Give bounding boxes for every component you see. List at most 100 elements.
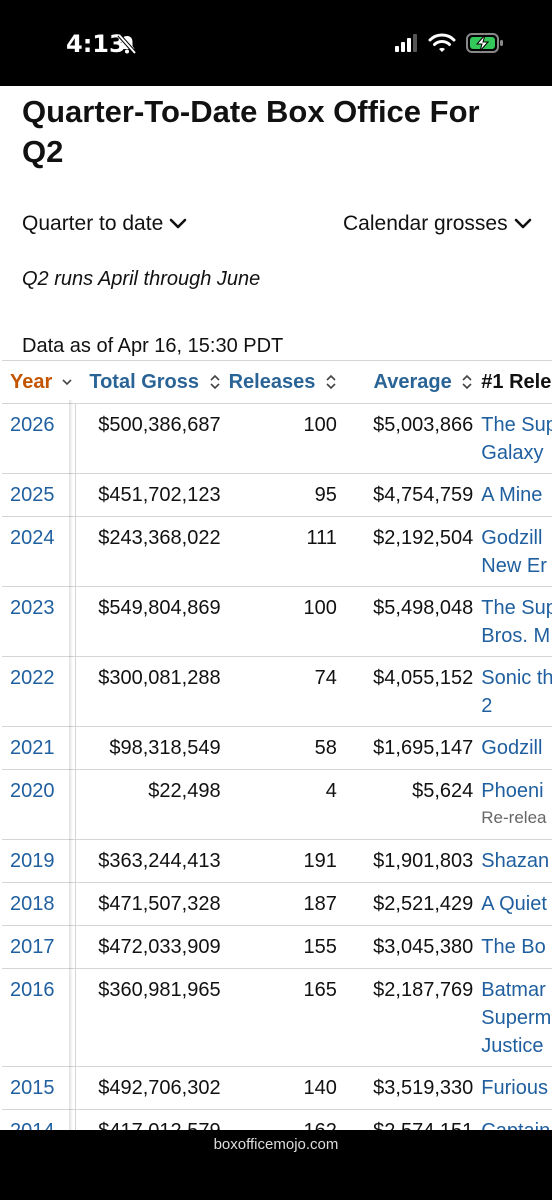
top-release-link[interactable]: The Sup Bros. M	[477, 586, 552, 657]
average-cell: $5,003,866	[340, 403, 478, 474]
releases-cell: 155	[224, 925, 341, 969]
top-release-link[interactable]: Furious	[477, 1066, 552, 1110]
releases-cell: 162	[224, 1109, 341, 1130]
chevron-down-icon	[169, 218, 187, 229]
year-cell[interactable]: 2014	[2, 1109, 76, 1130]
top-release-text: Galaxy	[481, 442, 544, 464]
total-gross-cell: $360,981,965	[75, 968, 225, 1067]
box-office-table: Year Total Gross Releases Average	[2, 360, 552, 1130]
year-header-label: Year	[10, 370, 53, 393]
table-row: 2021 $98,318,549 58 $1,695,147 Godzill	[2, 726, 552, 770]
releases-cell: 187	[224, 882, 341, 926]
table-row: 2025 $451,702,123 95 $4,754,759 A Mine	[2, 473, 552, 517]
top-release-link[interactable]: Phoeni Re-relea	[477, 769, 552, 840]
average-cell: $3,519,330	[340, 1066, 478, 1110]
top-release-link[interactable]: Captain	[477, 1109, 552, 1130]
quarter-note: Q2 runs April through June	[22, 268, 261, 290]
period-dropdown[interactable]: Quarter to date	[22, 212, 187, 236]
average-cell: $2,521,429	[340, 882, 478, 926]
top-release-text: Phoeni	[481, 780, 544, 802]
top-release-text: The Bo	[481, 936, 546, 958]
year-column-header[interactable]: Year	[2, 361, 76, 404]
top-release-text: Supermr	[481, 1007, 552, 1029]
top-release-column-header[interactable]: #1 Rele	[477, 361, 552, 404]
battery-charging-icon	[466, 33, 504, 58]
url-domain[interactable]: boxofficemojo.com	[213, 1136, 339, 1153]
year-cell[interactable]: 2026	[2, 403, 76, 474]
browser-bottom-bar	[0, 1130, 552, 1200]
year-cell[interactable]: 2015	[2, 1066, 76, 1110]
table-row: 2023 $549,804,869 100 $5,498,048 The Sup Bros…	[2, 586, 552, 657]
top-release-link[interactable]: Batmar Supermr Justice	[477, 968, 552, 1067]
releases-cell: 100	[224, 586, 341, 657]
average-cell: $2,187,769	[340, 968, 478, 1067]
table-row: 2022 $300,081,288 74 $4,055,152 Sonic th 2	[2, 656, 552, 727]
year-cell[interactable]: 2021	[2, 726, 76, 770]
top-release-link[interactable]: Godzill New Er	[477, 516, 552, 587]
average-cell: $2,192,504	[340, 516, 478, 587]
average-cell: $1,695,147	[340, 726, 478, 770]
total-gross-cell: $451,702,123	[75, 473, 225, 517]
total-gross-cell: $500,386,687	[75, 403, 225, 474]
releases-cell: 140	[224, 1066, 341, 1110]
top-release-link[interactable]: The Sup Galaxy	[477, 403, 552, 474]
table-row: 2015 $492,706,302 140 $3,519,330 Furious	[2, 1066, 552, 1110]
total-gross-cell: $98,318,549	[75, 726, 225, 770]
average-cell: $1,901,803	[340, 839, 478, 883]
releases-cell: 111	[224, 516, 341, 587]
table-row: 2019 $363,244,413 191 $1,901,803 Shazan	[2, 839, 552, 883]
grosses-dropdown-label: Calendar grosses	[343, 212, 508, 235]
status-time: 4:13	[66, 30, 126, 58]
total-gross-cell: $471,507,328	[75, 882, 225, 926]
top-release-link[interactable]: Godzill	[477, 726, 552, 770]
top-release-text: Batmar	[481, 979, 546, 1001]
year-cell[interactable]: 2020	[2, 769, 76, 840]
year-cell[interactable]: 2018	[2, 882, 76, 926]
sort-icon	[326, 375, 336, 390]
year-cell[interactable]: 2017	[2, 925, 76, 969]
table-body: 2026 $500,386,687 100 $5,003,866 The Sup Gala…	[2, 403, 552, 1130]
top-release-link[interactable]: Sonic th 2	[477, 656, 552, 727]
top-release-link[interactable]: The Bo	[477, 925, 552, 969]
top-release-text: Godzill	[481, 527, 543, 549]
releases-cell: 191	[224, 839, 341, 883]
releases-cell: 95	[224, 473, 341, 517]
top-release-link[interactable]: A Mine	[477, 473, 552, 517]
year-cell[interactable]: 2019	[2, 839, 76, 883]
total-gross-column-header[interactable]: Total Gross	[75, 361, 225, 404]
grosses-dropdown[interactable]: Calendar grosses	[343, 212, 532, 236]
average-column-header[interactable]: Average	[340, 361, 478, 404]
top-release-text: A Quiet	[481, 893, 547, 915]
data-as-of: Data as of Apr 16, 15:30 PDT	[22, 335, 284, 357]
total-gross-cell: $363,244,413	[75, 839, 225, 883]
releases-cell: 165	[224, 968, 341, 1067]
wifi-icon	[428, 32, 456, 59]
total-gross-header-label: Total Gross	[89, 370, 200, 393]
top-release-text: Justice	[481, 1035, 544, 1057]
total-gross-cell: $417,012,579	[75, 1109, 225, 1130]
top-release-text: Captain	[481, 1117, 552, 1130]
silent-mode-icon	[116, 33, 138, 60]
average-cell: $3,045,380	[340, 925, 478, 969]
top-release-link[interactable]: A Quiet	[477, 882, 552, 926]
year-cell[interactable]: 2023	[2, 586, 76, 657]
average-cell: $4,055,152	[340, 656, 478, 727]
table-row: 2016 $360,981,965 165 $2,187,769 Batmar Super…	[2, 968, 552, 1067]
year-cell[interactable]: 2025	[2, 473, 76, 517]
top-release-text: Furious	[481, 1077, 548, 1099]
total-gross-cell: $492,706,302	[75, 1066, 225, 1110]
web-page: Quarter-To-Date Box Office For Q2 Quarte…	[0, 86, 552, 1130]
average-cell: $4,754,759	[340, 473, 478, 517]
top-release-text: New Er	[481, 555, 547, 577]
top-release-link[interactable]: Shazan	[477, 839, 552, 883]
total-gross-cell: $22,498	[75, 769, 225, 840]
sort-icon	[462, 375, 472, 390]
year-cell[interactable]: 2022	[2, 656, 76, 727]
top-release-text: Shazan	[481, 850, 550, 872]
total-gross-cell: $472,033,909	[75, 925, 225, 969]
top-release-text: Sonic th	[481, 667, 552, 689]
year-cell[interactable]: 2016	[2, 968, 76, 1067]
status-bar: 4:13	[0, 0, 552, 86]
year-cell[interactable]: 2024	[2, 516, 76, 587]
releases-column-header[interactable]: Releases	[224, 361, 341, 404]
